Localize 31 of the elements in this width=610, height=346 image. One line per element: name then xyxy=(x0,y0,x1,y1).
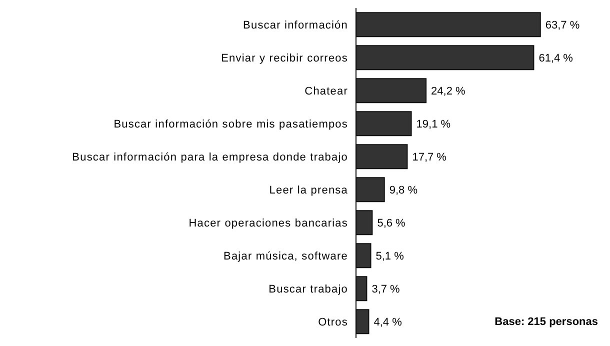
bar xyxy=(356,177,385,202)
bar xyxy=(356,243,372,268)
data-label: 3,7 % xyxy=(372,284,400,296)
y-tick-label: Otros xyxy=(318,316,348,328)
data-label: 63,7 % xyxy=(545,20,580,32)
y-tick-label: Buscar información para la empresa donde trabajo xyxy=(72,151,348,164)
bar xyxy=(356,309,370,334)
bar xyxy=(356,12,541,38)
y-tick-label: Enviar y recibir correos xyxy=(221,52,348,64)
bar xyxy=(356,45,534,70)
data-label: 9,8 % xyxy=(389,184,418,197)
y-tick-label: Chatear xyxy=(304,85,348,98)
y-tick-label: Buscar trabajo xyxy=(268,283,348,296)
bar xyxy=(356,111,412,136)
data-label: 17,7 % xyxy=(412,152,447,164)
data-label: 5,1 % xyxy=(376,250,404,263)
y-tick-label: Leer la prensa xyxy=(269,184,348,196)
data-label: 61,4 % xyxy=(538,52,574,65)
data-label: 5,6 % xyxy=(377,218,406,230)
y-tick-label: Hacer operaciones bancarias xyxy=(188,217,348,230)
base-note: Base: 215 personas xyxy=(494,316,598,328)
bar xyxy=(356,144,408,170)
bar xyxy=(356,210,373,236)
data-label: 24,2 % xyxy=(431,86,466,98)
data-label: 19,1 % xyxy=(416,118,451,131)
bar xyxy=(356,78,427,104)
y-tick-label: Bajar música, software xyxy=(224,250,348,262)
y-tick-label: Buscar información sobre mis pasatiempos xyxy=(114,118,348,130)
bar xyxy=(356,276,368,302)
data-label: 4,4 % xyxy=(374,316,402,329)
y-tick-label: Buscar información xyxy=(243,19,348,32)
